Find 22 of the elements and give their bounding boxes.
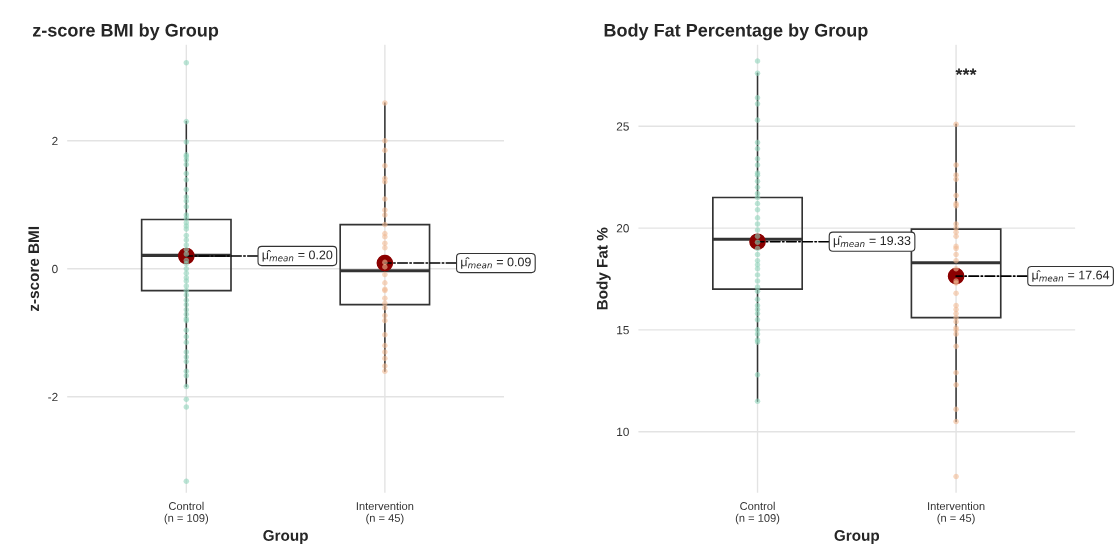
x-tick-label: Control (n = 109) xyxy=(735,501,780,525)
y-tick-label: 20 xyxy=(616,224,629,233)
y-axis-title: Body Fat % xyxy=(596,227,611,310)
y-tick-label: -2 xyxy=(48,392,58,402)
y-tick-label: 10 xyxy=(617,427,629,437)
x-axis-title: Group xyxy=(263,530,308,544)
x-axis-title: Group xyxy=(834,530,880,544)
annotation: μ̂$_{mean}$ = 0.20 xyxy=(262,250,333,262)
y-axis-title: z-score BMI xyxy=(28,226,40,312)
y-tick-label: 0 xyxy=(52,264,58,274)
chart-title: Body Fat Percentage by Group xyxy=(604,23,868,41)
annotation: μ̂$_{mean}$ = 19.33 xyxy=(833,235,911,248)
x-tick-label: Intervention (n = 45) xyxy=(928,501,985,525)
annotation: μ̂$_{mean}$ = 17.64 xyxy=(1032,270,1110,282)
y-tick-label: 15 xyxy=(617,326,629,335)
y-tick-label: 2 xyxy=(52,136,58,146)
x-tick-label: Control (n = 109) xyxy=(164,501,209,525)
chart-title: z-score BMI by Group xyxy=(32,23,219,41)
annotation: *** xyxy=(955,68,977,76)
y-tick-label: 25 xyxy=(616,122,629,131)
x-tick-label: Intervention (n = 45) xyxy=(356,501,414,525)
annotation: μ̂$_{mean}$ = 0.09 xyxy=(461,257,531,269)
